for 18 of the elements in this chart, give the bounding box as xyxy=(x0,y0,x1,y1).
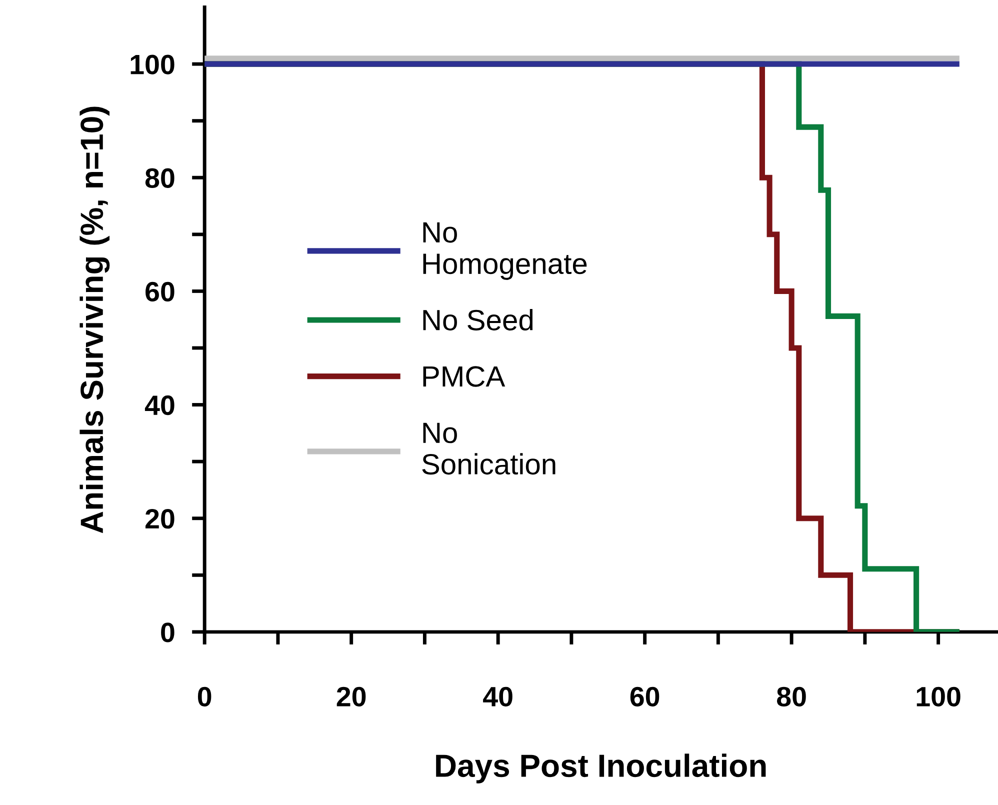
x-axis-title: Days Post Inoculation xyxy=(436,754,766,784)
x-tick-label: 100 xyxy=(916,686,960,706)
x-tick-label: 0 xyxy=(198,686,212,706)
y-tick-label: 0 xyxy=(161,622,174,642)
y-tick-label: 20 xyxy=(145,509,174,529)
y-axis-title: Animals Surviving (%, n=10) xyxy=(80,106,110,534)
legend-label: No Sonication xyxy=(422,422,556,475)
legend-label: PMCA xyxy=(423,366,506,387)
legend-label: No Seed xyxy=(423,309,533,330)
x-tick-label: 40 xyxy=(483,686,512,706)
y-tick-label: 80 xyxy=(145,168,174,188)
x-tick-label: 20 xyxy=(336,686,366,706)
y-tick-label: 40 xyxy=(144,395,174,416)
y-tick-label: 100 xyxy=(130,54,174,74)
x-tick-label: 60 xyxy=(630,686,660,706)
legend-label: No Homogenate xyxy=(423,222,587,280)
y-tick-label: 60 xyxy=(146,282,174,302)
x-tick-label: 80 xyxy=(776,686,806,706)
